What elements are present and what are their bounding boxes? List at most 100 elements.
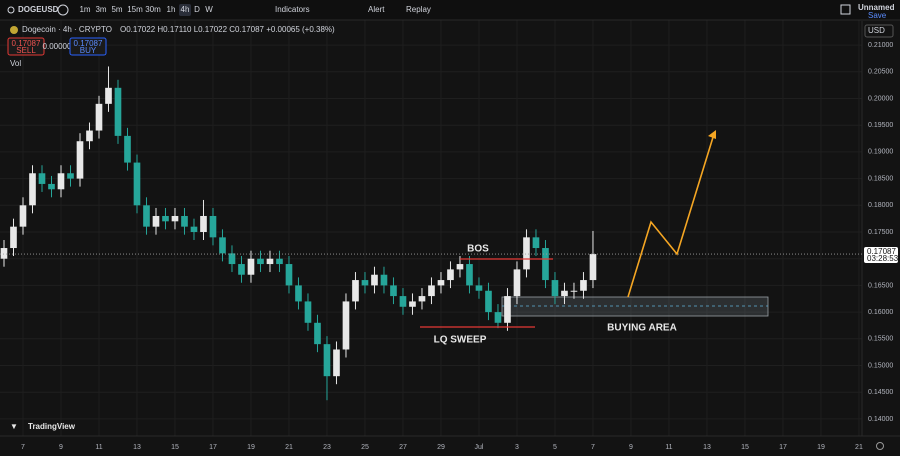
timeframe-button[interactable]: 30m	[145, 5, 161, 14]
candle-body	[95, 103, 103, 131]
replay-button[interactable]: Replay	[406, 5, 431, 14]
x-tick-label: 19	[817, 444, 825, 451]
candle-body	[323, 344, 331, 377]
ohlc-values: O0.17022 H0.17110 L0.17022 C0.17087 +0.0…	[120, 25, 335, 34]
timeframe-button[interactable]: 15m	[127, 5, 143, 14]
currency[interactable]: USD	[868, 26, 885, 35]
x-tick-label: 5	[553, 444, 557, 451]
x-tick-label: 21	[285, 444, 293, 451]
x-tick-label: 29	[437, 444, 445, 451]
candle-body	[57, 173, 65, 190]
y-tick-label: 0.16000	[868, 309, 893, 316]
candle-body	[38, 173, 46, 184]
candle-body	[456, 264, 464, 270]
y-tick-label: 0.14500	[868, 389, 893, 396]
candle-body	[67, 173, 74, 179]
timeframe-button[interactable]: D	[194, 5, 200, 14]
candle-body	[143, 205, 150, 227]
candle-body	[48, 183, 55, 190]
x-tick-label: 11	[95, 444, 102, 451]
x-tick-label: 7	[21, 444, 25, 451]
timeframe-active	[179, 4, 191, 16]
symbol-title: Dogecoin · 4h · CRYPTO	[22, 25, 112, 34]
buying-area-label: BUYING AREA	[607, 323, 677, 334]
coin-icon	[10, 26, 18, 34]
projection-arrowhead	[708, 130, 716, 139]
candle-body	[19, 205, 27, 227]
candle-body	[371, 274, 378, 286]
settings-icon[interactable]	[876, 442, 884, 450]
candle-body	[276, 258, 283, 265]
candle-body	[76, 141, 84, 179]
x-tick-label: 19	[247, 444, 255, 451]
x-tick-label: 25	[361, 444, 369, 451]
candles	[0, 66, 597, 401]
timeframe-button[interactable]: 3m	[95, 5, 106, 14]
x-tick-label: Jul	[474, 444, 483, 451]
candle-body	[257, 258, 264, 265]
volume-label: Vol	[10, 59, 21, 68]
branding: TradingView	[28, 422, 76, 431]
candle-body	[437, 280, 445, 286]
candle-body	[152, 215, 160, 227]
candle-body	[532, 237, 540, 249]
spread: 0.00000	[43, 42, 72, 51]
candle-body	[466, 264, 473, 286]
save-button[interactable]: Save	[868, 11, 887, 20]
candle-body	[418, 296, 426, 302]
symbol-name[interactable]: DOGEUSD	[18, 5, 59, 14]
currency-box[interactable]	[864, 24, 894, 38]
candle-body	[200, 215, 207, 233]
layout-icon[interactable]	[840, 4, 851, 15]
add-symbol[interactable]	[57, 4, 69, 16]
time-ticks: 7 9 11 13 15 17 19 21 23 25 27 29 Jul 3 5 7 9 11 13 15 17 19 2…	[21, 444, 863, 451]
candle-body	[295, 285, 302, 302]
candle-body	[171, 215, 179, 222]
y-tick-label: 0.18000	[868, 202, 893, 209]
y-tick-label: 0.18500	[868, 175, 893, 182]
candle-body	[114, 87, 122, 136]
candle-body	[181, 215, 188, 227]
timeframe-button[interactable]: 1m	[79, 5, 90, 14]
y-tick-label: 0.19000	[868, 149, 893, 156]
candle-body	[86, 130, 93, 142]
candle-body	[304, 301, 312, 323]
x-tick-label: 27	[399, 444, 407, 451]
candle-body	[409, 301, 416, 307]
buy-label[interactable]: BUY	[80, 46, 97, 55]
alert-button[interactable]: Alert	[368, 5, 385, 14]
candle-body	[561, 290, 568, 297]
search-icon[interactable]	[7, 6, 15, 14]
candle-body	[133, 162, 141, 206]
y-tick-label: 0.20000	[868, 95, 893, 102]
candle-body	[380, 274, 388, 286]
candle-body	[314, 322, 321, 345]
y-tick-label: 0.17500	[868, 229, 893, 236]
timeframe-button[interactable]: 5m	[111, 5, 122, 14]
buy-button[interactable]	[69, 37, 107, 56]
sell-button[interactable]	[7, 37, 45, 56]
timeframe-button[interactable]: 4h	[181, 5, 190, 14]
buy-price[interactable]: 0.17087	[74, 39, 103, 48]
x-tick-label: 9	[59, 444, 63, 451]
indicators-button[interactable]: Indicators	[275, 5, 310, 14]
candle-body	[352, 280, 359, 302]
candle-body	[589, 254, 597, 281]
x-tick-label: 9	[629, 444, 633, 451]
candle-body	[504, 296, 511, 323]
y-tick-label: 0.21000	[868, 42, 893, 49]
timeframe-button[interactable]: W	[205, 5, 213, 14]
candle-body	[228, 253, 236, 265]
sell-price[interactable]: 0.17087	[12, 39, 41, 48]
x-tick-label: 3	[515, 444, 519, 451]
layout-name[interactable]: Unnamed	[858, 3, 895, 12]
candle-body	[219, 237, 226, 254]
toolbar	[0, 0, 900, 20]
y-tick-label: 0.20500	[868, 69, 893, 76]
timeframe-button[interactable]: 1h	[167, 5, 176, 14]
sell-label[interactable]: SELL	[16, 46, 36, 55]
candle-body	[494, 312, 502, 323]
x-tick-label: 17	[209, 444, 217, 451]
